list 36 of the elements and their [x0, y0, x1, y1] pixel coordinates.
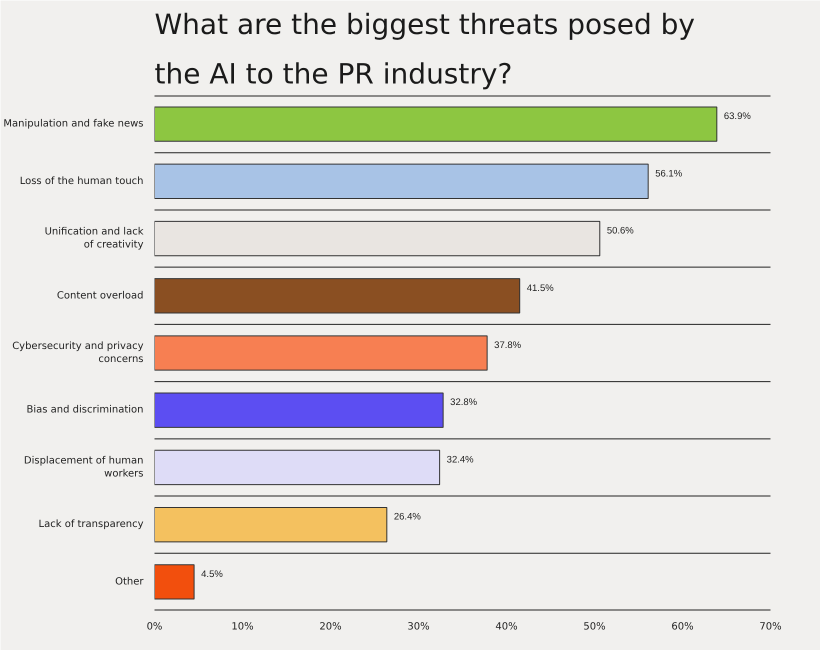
data-label: 26.4%	[394, 512, 422, 523]
bar	[154, 220, 600, 256]
data-label: 63.9%	[724, 111, 752, 122]
data-label: 50.6%	[606, 226, 634, 237]
data-label: 32.4%	[446, 454, 474, 466]
bar	[154, 507, 388, 542]
bar	[154, 335, 488, 371]
x-tick-label: 40%	[495, 622, 518, 632]
chart-title: What are the biggest threats posed by the AI to the PR industry?	[154, 8, 696, 90]
bar	[154, 450, 440, 486]
bar	[154, 278, 520, 314]
x-tick-label: 50%	[583, 622, 606, 632]
y-tick-label: Displacement of human workers	[24, 455, 144, 480]
x-tick-label: 0%	[146, 622, 162, 632]
x-tick-label: 60%	[671, 622, 694, 632]
bar	[154, 106, 718, 142]
data-label: 56.1%	[655, 168, 683, 180]
y-tick-label: Loss of the human touch	[20, 176, 144, 187]
y-tick-label: Content overload	[56, 290, 144, 302]
x-tick-label: 30%	[407, 622, 430, 632]
x-tick-label: 20%	[319, 622, 342, 632]
y-tick-label: Bias and discrimination	[26, 404, 144, 416]
y-tick-label: Other	[115, 576, 144, 588]
x-tick-label: 10%	[231, 622, 254, 632]
bar	[154, 392, 444, 428]
bar	[154, 164, 649, 199]
data-label: 32.8%	[450, 397, 478, 408]
y-tick-label: Unification and lack of creativity	[44, 226, 144, 251]
data-label: 37.8%	[494, 340, 522, 351]
x-tick-label: 70%	[759, 622, 782, 632]
data-label: 41.5%	[526, 282, 554, 294]
y-tick-label: Lack of transparency	[38, 519, 144, 530]
y-tick-label: Cybersecurity and privacy concerns	[12, 340, 144, 366]
bar	[154, 564, 195, 600]
data-label: 4.5%	[201, 568, 224, 580]
y-tick-label: Manipulation and fake news	[3, 118, 144, 130]
